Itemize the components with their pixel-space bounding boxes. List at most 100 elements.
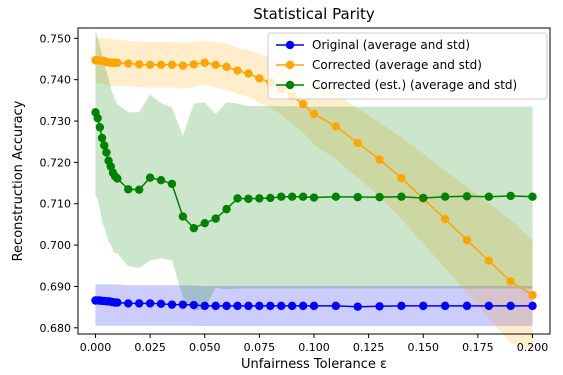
data-point — [167, 300, 177, 309]
data-point — [124, 299, 133, 308]
data-point — [255, 194, 264, 203]
data-point — [233, 194, 242, 203]
y-tick-label: 0.680 — [40, 322, 72, 335]
data-point — [506, 191, 515, 201]
data-point — [211, 301, 220, 311]
std-band-2 — [95, 29, 533, 311]
legend: Original (average and std) Corrected (ave… — [267, 32, 548, 100]
data-point — [145, 299, 155, 308]
data-point — [309, 109, 319, 119]
data-point — [287, 192, 297, 201]
x-axis-title: Unfairness Tolerance ε — [241, 357, 387, 372]
data-point — [200, 301, 209, 311]
data-point — [331, 301, 341, 311]
data-point — [102, 148, 111, 157]
y-tick-label: 0.740 — [40, 74, 72, 87]
legend-label: Corrected (average and std) — [312, 58, 482, 72]
y-tick-label: 0.720 — [40, 156, 72, 169]
data-point — [211, 60, 220, 69]
series-markers — [91, 56, 537, 311]
data-point — [255, 74, 264, 83]
data-point — [93, 113, 102, 123]
data-point — [266, 301, 275, 311]
x-tick-label: 0.150 — [408, 341, 440, 354]
data-point — [178, 212, 188, 221]
data-point — [167, 60, 177, 69]
data-point — [419, 301, 428, 311]
data-point — [462, 301, 472, 311]
data-point — [222, 204, 231, 214]
y-axis-ticks: 0.680 0.690 0.700 0.710 0.720 0.730 0.740 0.750 — [40, 32, 78, 335]
data-point — [145, 173, 155, 182]
data-point — [353, 192, 362, 202]
legend-marker — [285, 80, 295, 90]
data-point — [167, 179, 177, 189]
data-point — [440, 214, 450, 224]
data-point — [255, 301, 264, 311]
data-point — [113, 174, 122, 183]
y-axis-title: Reconstruction Accuracy — [11, 100, 26, 261]
data-point — [124, 59, 133, 68]
data-point — [277, 192, 286, 201]
x-tick-label: 0.075 — [244, 341, 276, 354]
x-tick-label: 0.100 — [298, 341, 330, 354]
x-tick-label: 0.200 — [517, 341, 549, 354]
x-tick-label: 0.125 — [353, 341, 385, 354]
data-point — [95, 123, 105, 132]
data-point — [244, 69, 253, 78]
data-point — [200, 58, 209, 67]
y-tick-label: 0.730 — [40, 115, 72, 128]
x-axis-ticks: 0.000 0.025 0.050 0.075 0.100 0.125 0.150 0.175… — [80, 334, 549, 354]
data-point — [440, 192, 450, 201]
data-point — [528, 301, 537, 311]
y-tick-label: 0.690 — [40, 280, 72, 293]
data-point — [134, 60, 144, 69]
y-tick-label: 0.750 — [40, 32, 72, 45]
chart-title: Statistical Parity — [253, 5, 375, 23]
data-point — [462, 192, 472, 201]
data-point — [375, 302, 384, 311]
data-point — [244, 301, 253, 311]
data-point — [156, 299, 166, 309]
data-point — [287, 301, 297, 311]
data-point — [309, 301, 319, 311]
data-point — [353, 302, 362, 311]
data-point — [484, 192, 494, 201]
y-tick-label: 0.710 — [40, 198, 72, 211]
data-point — [266, 193, 275, 203]
data-point — [97, 133, 107, 143]
data-point — [189, 300, 199, 310]
data-point — [124, 185, 133, 194]
data-point — [100, 141, 109, 150]
x-tick-label: 0.000 — [80, 341, 112, 354]
legend-marker — [285, 60, 295, 70]
data-point — [113, 58, 122, 67]
data-point — [484, 301, 494, 311]
legend-label: Corrected (est.) (average and std) — [312, 78, 517, 92]
y-tick-label: 0.700 — [40, 239, 72, 252]
data-point — [353, 138, 362, 148]
data-point — [440, 301, 450, 311]
data-point — [506, 301, 515, 311]
legend-box — [267, 32, 548, 100]
data-point — [178, 300, 188, 309]
data-point — [222, 301, 231, 311]
data-point — [375, 155, 384, 164]
data-point — [233, 66, 242, 75]
data-point — [331, 122, 341, 131]
data-point — [211, 214, 220, 223]
data-point — [189, 223, 199, 233]
data-point — [484, 256, 494, 266]
data-point — [277, 301, 286, 311]
data-point — [244, 194, 253, 203]
data-point — [222, 62, 231, 72]
data-point — [189, 60, 199, 69]
data-point — [419, 193, 428, 203]
x-tick-label: 0.025 — [134, 341, 166, 354]
data-point — [309, 193, 319, 202]
data-point — [331, 192, 341, 201]
data-point — [200, 218, 209, 228]
data-point — [506, 277, 515, 286]
